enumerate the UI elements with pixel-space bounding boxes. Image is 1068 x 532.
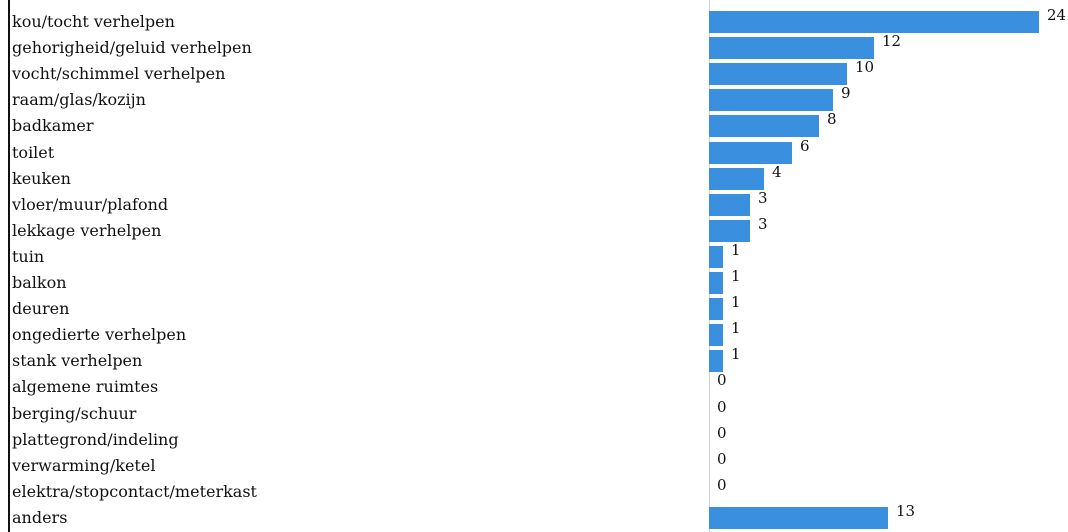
- value-label: 1: [731, 267, 741, 285]
- category-label: badkamer: [12, 116, 94, 136]
- category-label: vocht/schimmel verhelpen: [12, 64, 226, 84]
- value-label: 0: [717, 371, 727, 390]
- value-label: 0: [717, 475, 727, 494]
- category-label: lekkage verhelpen: [12, 220, 162, 240]
- bar: [709, 11, 1039, 33]
- category-label: kou/tocht verhelpen: [12, 12, 175, 31]
- category-label: keuken: [12, 168, 71, 188]
- value-label: 1: [731, 240, 741, 259]
- bar: [709, 63, 847, 86]
- bar: [709, 89, 833, 112]
- category-label: plattegrond/indeling: [12, 429, 179, 449]
- category-label: ongedierte verhelpen: [12, 325, 187, 345]
- category-label: toilet: [12, 142, 55, 162]
- category-label: berging/schuur: [12, 403, 137, 423]
- category-label: anders: [12, 507, 68, 527]
- bar: [709, 141, 792, 164]
- value-label: 1: [731, 345, 741, 364]
- bar: [709, 167, 764, 190]
- category-label: stank verhelpen: [12, 351, 143, 371]
- bar: [709, 245, 723, 268]
- category-label: algemene ruimtes: [12, 377, 159, 397]
- category-label: gehorigheid/geluid verhelpen: [12, 38, 252, 58]
- value-label: 9: [841, 84, 851, 103]
- bar: [709, 219, 750, 242]
- category-label: deuren: [12, 299, 70, 319]
- category-label: elektra/stopcontact/meterkast: [12, 481, 257, 501]
- bar: [709, 506, 888, 529]
- value-label: 3: [758, 214, 768, 233]
- bar: [709, 272, 723, 294]
- value-label: 1: [731, 293, 741, 312]
- value-label: 12: [882, 32, 902, 51]
- value-label: 6: [800, 136, 810, 155]
- category-label: verwarming/ketel: [12, 455, 156, 475]
- bar: [709, 324, 723, 347]
- value-label: 8: [827, 110, 837, 129]
- value-label: 0: [717, 423, 727, 442]
- value-label: 4: [772, 162, 782, 181]
- bar: [709, 37, 874, 60]
- bar: [709, 298, 723, 321]
- bar: [709, 193, 750, 216]
- category-label: vloer/muur/plafond: [12, 194, 169, 214]
- value-label: 3: [758, 188, 768, 207]
- value-label: 24: [1047, 6, 1067, 24]
- bar: [709, 350, 723, 373]
- value-label: 13: [896, 501, 916, 520]
- category-label: balkon: [12, 273, 67, 292]
- value-label: 0: [717, 397, 727, 416]
- category-label: raam/glas/kozijn: [12, 90, 146, 110]
- bar: [709, 115, 819, 138]
- left-border-line: [8, 0, 10, 532]
- category-label: tuin: [12, 246, 45, 266]
- value-label: 10: [855, 58, 875, 77]
- value-label: 1: [731, 319, 741, 338]
- value-label: 0: [717, 449, 727, 468]
